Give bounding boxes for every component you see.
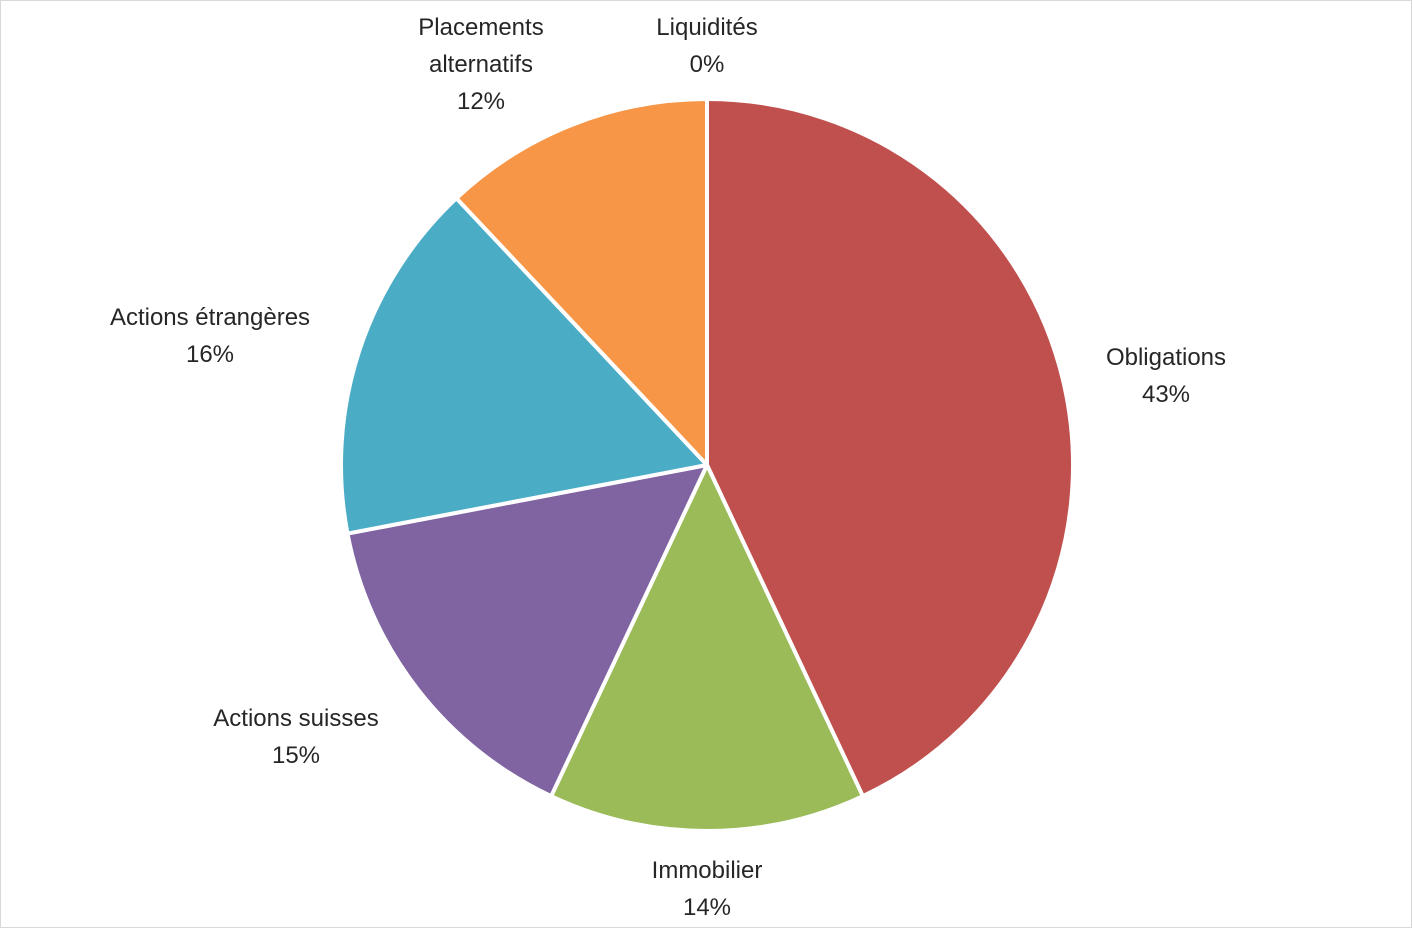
data-label-category: Actions suisses — [213, 705, 378, 732]
data-label-category: Immobilier — [652, 857, 763, 884]
pie-slice-4[interactable] — [454, 97, 709, 467]
data-label-3: Actions étrangères 16% — [110, 304, 310, 368]
data-label-category: Placements — [418, 14, 543, 41]
data-label-1: Immobilier 14% — [652, 857, 763, 921]
data-label-category: Actions étrangères — [110, 304, 310, 331]
data-label-0: Obligations 43% — [1106, 344, 1226, 408]
data-label-5: Liquidités 0% — [656, 14, 757, 78]
data-label-2: Actions suisses 15% — [213, 705, 378, 769]
data-label-percent: 0% — [690, 51, 725, 78]
pie-slice-3[interactable] — [339, 196, 709, 536]
data-label-percent: 15% — [272, 742, 320, 769]
data-label-category: alternatifs — [429, 51, 533, 78]
data-label-percent: 43% — [1142, 381, 1190, 408]
pie-slice-1[interactable] — [549, 463, 865, 833]
data-label-4: Placements alternatifs 12% — [418, 14, 543, 115]
pie-slices — [339, 97, 1075, 833]
pie-slice-2[interactable] — [345, 463, 709, 799]
data-label-percent: 14% — [683, 894, 731, 921]
data-label-percent: 16% — [186, 341, 234, 368]
pie-data-labels: Obligations 43% Immobilier 14% Actions suiss… — [110, 14, 1226, 921]
data-label-category: Obligations — [1106, 344, 1226, 371]
data-label-percent: 12% — [457, 88, 505, 115]
pie-slice-0[interactable] — [705, 97, 1075, 799]
data-label-category: Liquidités — [656, 14, 757, 41]
